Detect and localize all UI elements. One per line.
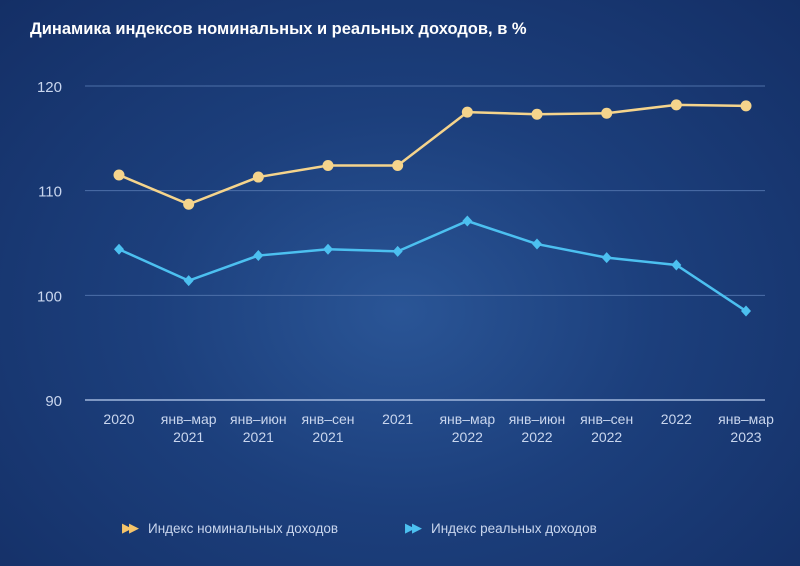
data-point bbox=[253, 250, 264, 262]
data-point bbox=[671, 259, 682, 271]
data-point bbox=[532, 238, 542, 250]
x-tick-label-line: янв–мар bbox=[718, 411, 774, 427]
data-point bbox=[113, 169, 125, 181]
chart-title: Динамика индексов номинальных и реальных… bbox=[30, 20, 527, 38]
x-tick-label-line: 2021 bbox=[382, 411, 414, 427]
x-tick-label-line: янв–июн bbox=[508, 411, 566, 427]
x-tick-label: 2021 bbox=[364, 410, 432, 428]
data-point bbox=[601, 252, 612, 264]
data-point bbox=[670, 99, 682, 111]
x-tick-label: янв–июн 2022 bbox=[503, 410, 571, 446]
x-tick-label-line: 2022 bbox=[521, 429, 553, 445]
y-tick-label: 90 bbox=[45, 393, 62, 410]
data-point bbox=[183, 198, 195, 210]
x-tick-label: янв–мар 2022 bbox=[433, 410, 501, 446]
y-tick-label: 120 bbox=[37, 79, 62, 96]
data-point bbox=[323, 243, 333, 255]
data-point bbox=[531, 108, 543, 120]
data-point bbox=[252, 171, 264, 183]
y-tick-label: 100 bbox=[37, 288, 62, 305]
x-tick-label-line: 2022 bbox=[591, 429, 623, 445]
x-tick-label-line: 2020 bbox=[103, 411, 135, 427]
x-tick-label-line: 2021 bbox=[242, 429, 274, 445]
data-point bbox=[322, 160, 334, 172]
x-tick-label: янв–сен 2022 bbox=[573, 410, 641, 446]
data-point bbox=[114, 243, 124, 255]
legend-label: Индекс реальных доходов bbox=[431, 520, 597, 536]
legend-item-real: ▶▶ Индекс реальных доходов bbox=[405, 520, 597, 536]
data-point bbox=[461, 106, 473, 118]
x-tick-label-line: 2023 bbox=[730, 429, 762, 445]
x-tick-label: янв–мар 2023 bbox=[712, 410, 780, 446]
data-point bbox=[183, 275, 194, 287]
x-tick-label: янв–мар 2021 bbox=[155, 410, 223, 446]
x-tick-label-line: 2022 bbox=[451, 429, 483, 445]
x-tick-label-line: янв–мар bbox=[160, 411, 217, 427]
x-tick-label-line: янв–июн bbox=[230, 411, 287, 427]
series-line bbox=[118, 103, 747, 206]
x-tick-label-line: 2021 bbox=[312, 429, 344, 445]
x-tick-label-line: 2022 bbox=[660, 411, 692, 427]
data-point bbox=[392, 245, 403, 257]
x-tick-label-line: янв–мар bbox=[439, 411, 496, 427]
x-tick-label: 2020 bbox=[85, 410, 153, 428]
data-point bbox=[392, 160, 404, 172]
y-tick-label: 110 bbox=[38, 184, 62, 201]
data-point bbox=[741, 305, 751, 317]
data-point bbox=[740, 100, 752, 112]
x-tick-label: янв–сен 2021 bbox=[294, 410, 362, 446]
data-point bbox=[462, 215, 473, 227]
x-tick-label-line: янв–сен bbox=[301, 411, 355, 427]
legend-label: Индекс номинальных доходов bbox=[148, 520, 339, 536]
series-line bbox=[118, 219, 747, 313]
double-triangle-icon: ▶▶ bbox=[122, 520, 139, 535]
x-tick-label: янв–июн 2021 bbox=[224, 410, 292, 446]
x-tick-label-line: янв–сен bbox=[580, 411, 634, 427]
legend-item-nominal: ▶▶ Индекс номинальных доходов bbox=[122, 520, 338, 536]
double-triangle-icon: ▶▶ bbox=[405, 520, 422, 535]
x-tick-label-line: 2021 bbox=[173, 429, 205, 445]
data-point bbox=[601, 107, 613, 119]
x-tick-label: 2022 bbox=[642, 410, 710, 428]
